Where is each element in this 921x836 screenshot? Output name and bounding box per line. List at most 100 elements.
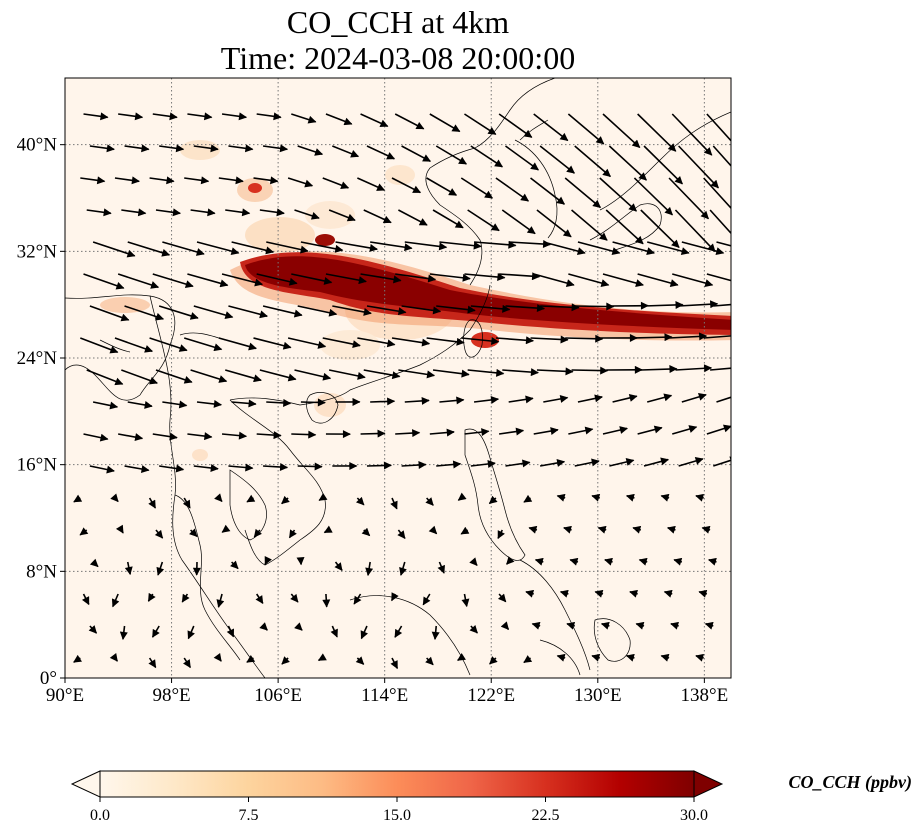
wind-arrow — [574, 458, 600, 467]
wind-arrow — [154, 529, 164, 539]
wind-arrow — [599, 177, 637, 212]
wind-arrow — [86, 208, 112, 217]
wind-arrow — [119, 625, 128, 640]
wind-arrow — [528, 525, 538, 534]
wind-arrow — [505, 459, 531, 468]
wind-arrow — [190, 208, 216, 217]
lat-tick-label: 0° — [40, 668, 57, 689]
wind-arrow — [231, 241, 275, 255]
colorbar: 0.0 7.5 15.0 22.5 30.0 CO_CCH (ppbv) — [70, 770, 912, 824]
wind-arrow — [89, 558, 99, 568]
wind-arrow — [701, 525, 711, 534]
wind-arrow — [505, 304, 546, 313]
wind-arrow — [666, 525, 676, 534]
wind-arrow — [230, 560, 239, 570]
wind-arrow — [432, 369, 470, 378]
wind-arrow — [266, 241, 309, 254]
wind-arrow — [461, 337, 500, 346]
wind-arrow — [183, 657, 191, 669]
wind-arrow — [332, 305, 372, 316]
wind-arrow — [708, 557, 717, 566]
wind-arrow — [363, 369, 401, 380]
wind-arrow — [543, 241, 586, 256]
wind-arrow — [228, 144, 254, 153]
wind-arrow — [602, 273, 644, 287]
wind-arrow — [73, 654, 82, 663]
colorbar-min-extension — [70, 770, 101, 798]
wind-arrow — [500, 621, 510, 631]
wind-arrow — [461, 593, 470, 608]
wind-arrow — [574, 302, 615, 311]
colorbar-max-extension — [693, 770, 724, 798]
wind-arrow — [297, 305, 338, 317]
wind-arrow — [469, 557, 478, 567]
wind-arrow — [713, 456, 731, 467]
wind-arrow — [117, 273, 160, 289]
wind-arrow — [162, 241, 205, 256]
wind-arrow — [256, 112, 282, 121]
wind-arrow — [467, 209, 500, 232]
wind-arrow — [422, 593, 431, 606]
wind-arrow — [710, 367, 731, 371]
colorbar-tick-label: 15.0 — [383, 807, 411, 824]
wind-arrow — [216, 593, 225, 608]
wind-arrow — [556, 653, 566, 662]
wind-arrow — [399, 561, 407, 576]
wind-arrow — [357, 177, 386, 191]
wind-arrow — [181, 593, 190, 603]
wind-arrow — [569, 557, 579, 566]
wind-arrow — [88, 625, 98, 634]
wind-arrow — [660, 493, 670, 502]
wind-arrow — [404, 241, 448, 251]
wind-arrow — [228, 305, 268, 319]
wind-arrow — [398, 369, 436, 379]
wind-arrow — [695, 493, 705, 502]
wind-arrow — [394, 625, 403, 638]
wind-arrow — [533, 273, 575, 287]
wind-arrow — [159, 464, 185, 473]
wind-arrow — [187, 273, 229, 288]
wind-arrow — [183, 337, 223, 352]
wind-arrow — [704, 621, 714, 630]
wind-arrow — [678, 300, 719, 309]
wind-arrow — [523, 494, 533, 503]
wind-arrow — [672, 273, 714, 287]
wind-arrow — [640, 365, 678, 374]
wind-arrow — [86, 369, 124, 386]
wind-arrow — [355, 656, 365, 665]
wind-arrow — [263, 462, 289, 471]
wind-arrow — [571, 366, 609, 375]
wind-arrow — [147, 592, 156, 602]
wind-arrow — [681, 241, 725, 256]
wind-arrow — [643, 300, 684, 309]
wind-arrow — [669, 332, 708, 341]
wind-arrow — [83, 433, 109, 442]
wind-arrow — [231, 399, 257, 408]
wind-arrow — [253, 176, 279, 185]
lon-tick-label: 114°E — [361, 685, 408, 706]
wind-arrow — [357, 337, 396, 348]
wind-arrow — [604, 557, 613, 566]
wind-arrow — [89, 305, 130, 322]
wind-arrow — [404, 396, 430, 405]
wind-arrow — [328, 209, 356, 222]
wind-arrow — [246, 654, 256, 663]
wind-arrow — [429, 428, 455, 437]
wind-arrow — [325, 113, 353, 126]
wind-arrow — [608, 145, 647, 181]
wind-arrow — [706, 113, 731, 142]
lat-tick-label: 8°N — [26, 561, 57, 582]
wind-arrow — [190, 369, 228, 383]
wind-arrow — [502, 368, 539, 377]
wind-arrow — [262, 144, 289, 153]
wind-arrow — [221, 431, 248, 440]
wind-arrow — [703, 335, 731, 339]
wind-arrow — [467, 368, 505, 377]
wind-arrow — [221, 273, 263, 287]
wind-arrow — [335, 241, 378, 252]
wind-arrow — [530, 177, 566, 205]
wind-arrow — [83, 112, 109, 121]
wind-arrow — [294, 622, 303, 631]
wind-arrow — [152, 273, 194, 288]
wind-arrow — [213, 652, 222, 662]
